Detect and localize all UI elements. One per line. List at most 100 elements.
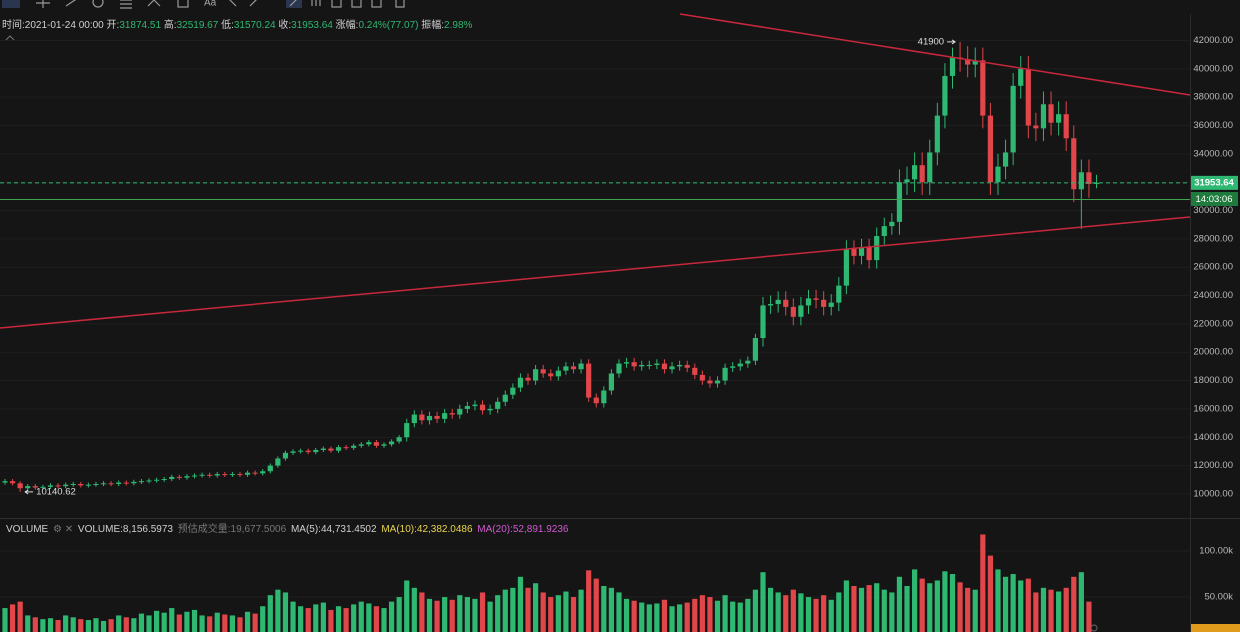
candle-body <box>502 394 508 402</box>
y-tick-label: 30000.00 <box>1193 205 1233 216</box>
volume-bar <box>108 619 114 632</box>
tool-line[interactable] <box>65 0 78 7</box>
candle-body <box>1063 114 1069 139</box>
volume-bar <box>146 615 152 632</box>
candle-body <box>677 364 683 367</box>
y-tick-label: 26000.00 <box>1193 262 1233 273</box>
candle-body <box>237 474 243 476</box>
volume-bar <box>548 597 554 632</box>
candle-body <box>434 415 440 419</box>
volume-bar <box>965 587 971 632</box>
candle-body <box>1078 172 1084 190</box>
candle-body <box>601 390 607 404</box>
candle-body <box>555 370 561 377</box>
volume-bar <box>1071 576 1077 632</box>
candle-body <box>813 298 819 300</box>
open: 31874.51 <box>119 20 162 31</box>
candle-body <box>972 60 978 65</box>
volume-bar <box>214 612 220 632</box>
candle-body <box>154 479 160 481</box>
candle-body <box>843 248 849 286</box>
candle-body <box>358 444 364 446</box>
close: 31953.64 <box>291 20 333 31</box>
volume-bar <box>366 603 372 632</box>
candle-body <box>313 449 319 453</box>
tool-pattern[interactable] <box>147 0 161 7</box>
tool-measure[interactable] <box>177 0 189 8</box>
volume-bar <box>252 613 258 632</box>
tool-magnet[interactable] <box>331 0 342 8</box>
tool-delete[interactable] <box>395 0 405 8</box>
candle-body <box>1048 104 1054 123</box>
tool-bars[interactable] <box>311 0 321 6</box>
volume-bar <box>123 617 129 632</box>
candle-body <box>146 480 152 482</box>
volume-bar <box>32 617 38 632</box>
tool-lock[interactable] <box>351 0 362 8</box>
candle-body <box>1071 138 1077 190</box>
candle-body <box>275 458 281 466</box>
candle-body <box>169 476 175 480</box>
candle-body <box>692 367 698 375</box>
tool-cursor[interactable] <box>2 0 20 8</box>
volume-bar <box>699 595 705 632</box>
amplitude: 2.98% <box>444 20 473 31</box>
tool-brush[interactable] <box>228 0 258 7</box>
last-price: 31953.64 <box>1194 177 1234 188</box>
volume-bar <box>244 611 251 632</box>
volume-bar <box>63 615 69 632</box>
volume-bar <box>790 589 796 632</box>
volume-bar <box>563 591 569 632</box>
y-tick-label: 34000.00 <box>1193 148 1233 159</box>
tool-crosshair[interactable] <box>36 0 50 8</box>
tool-hide[interactable] <box>371 0 382 8</box>
candle-body <box>646 364 652 366</box>
last-price-box <box>1191 175 1238 190</box>
settings-icon[interactable]: ⚙ ✕ <box>53 524 74 535</box>
low-annotation: 10140.62 <box>36 486 76 497</box>
volume-bar <box>889 592 895 632</box>
scroll-icon[interactable] <box>1090 624 1098 632</box>
volume-bar <box>608 587 614 632</box>
tool-lines[interactable] <box>120 0 132 9</box>
volume-bar <box>282 592 289 632</box>
candle-body <box>335 447 342 451</box>
ma20: MA(20):52,891.9236 <box>477 524 569 535</box>
volume-bar <box>237 617 243 632</box>
candle-body <box>767 304 774 306</box>
volume-bar <box>570 597 577 632</box>
candle-body <box>851 248 857 256</box>
candle-body <box>1002 152 1009 167</box>
volume-bar <box>578 589 584 632</box>
y-tick-label: 36000.00 <box>1193 120 1233 131</box>
volume-bar <box>351 604 357 632</box>
candle-body <box>896 182 903 222</box>
volume-bar <box>623 598 630 632</box>
candle-body <box>442 413 448 419</box>
volume-bar <box>851 585 857 632</box>
candle-body <box>995 166 1001 183</box>
candle-body <box>116 482 122 484</box>
candle-body <box>760 305 766 339</box>
volume-bar <box>775 592 781 632</box>
candle-body <box>866 247 872 261</box>
tool-circle[interactable] <box>92 0 104 8</box>
candle-body <box>828 302 834 307</box>
candle-body <box>942 75 948 116</box>
volume-bar <box>1063 587 1069 632</box>
volume-bar <box>692 598 698 632</box>
candle-body <box>714 380 721 384</box>
candle-body <box>980 60 986 116</box>
collapse-icon[interactable] <box>5 35 15 41</box>
candle-body <box>366 442 372 445</box>
volume-bar <box>1048 589 1054 632</box>
volume-bar <box>631 600 637 632</box>
volume-bar <box>275 589 281 632</box>
volume-bar <box>646 604 652 632</box>
tool-active[interactable] <box>286 0 302 8</box>
candle-body <box>722 367 728 381</box>
tool-text[interactable]: Aa <box>204 0 217 9</box>
candle-body <box>176 476 182 478</box>
candle-body <box>836 285 842 303</box>
tool-trend[interactable] <box>289 0 298 7</box>
